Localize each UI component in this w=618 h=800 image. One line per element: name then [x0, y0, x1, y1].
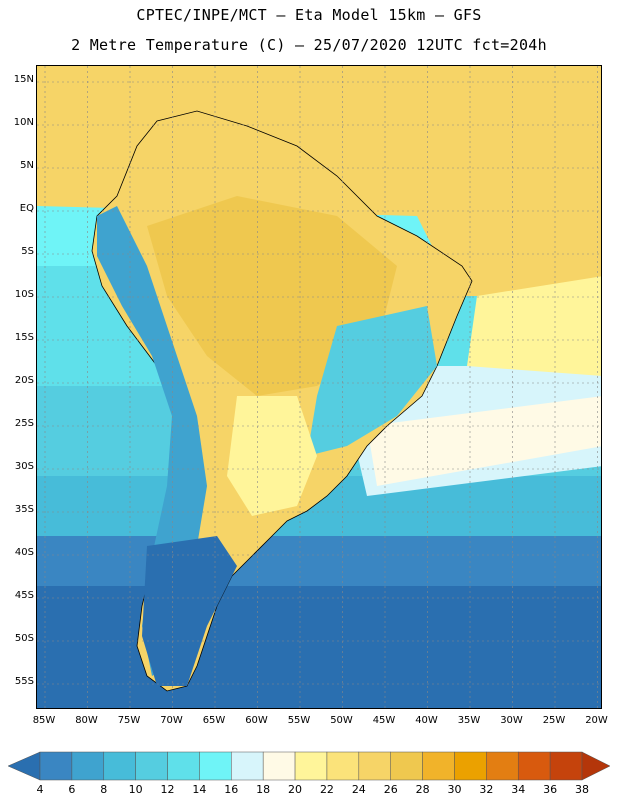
- longitude-tick-label: 70W: [160, 715, 183, 726]
- colorbar-swatch: [390, 751, 423, 781]
- ocean-band: [367, 396, 601, 486]
- colorbar-level-label: 20: [288, 783, 303, 796]
- colorbar-level-label: 10: [128, 783, 143, 796]
- colorbar-level-label: 24: [351, 783, 366, 796]
- colorbar-swatch: [71, 751, 105, 781]
- longitude-tick-label: 75W: [117, 715, 141, 726]
- map-title: CPTEC/INPE/MCT – Eta Model 15km – GFS: [136, 6, 482, 24]
- map-panel[interactable]: [36, 65, 602, 709]
- colorbar-swatch: [422, 751, 455, 781]
- latitude-tick-label: 10S: [14, 289, 34, 300]
- longitude-tick-label: 60W: [245, 715, 268, 726]
- colorbar-level-label: 22: [319, 783, 334, 796]
- colorbar-level-label: 36: [543, 783, 558, 796]
- map-subtitle: 2 Metre Temperature (C) – 25/07/2020 12U…: [71, 36, 547, 54]
- latitude-tick-label: 10N: [13, 117, 34, 128]
- colorbar-level-label: 4: [36, 783, 44, 796]
- latitude-tick-label: 15S: [14, 332, 34, 343]
- latitude-tick-label: 55S: [14, 676, 34, 687]
- longitude-tick-label: 50W: [330, 715, 353, 726]
- longitude-tick-label: 40W: [415, 715, 438, 726]
- colorbar: [7, 751, 611, 781]
- colorbar-level-label: 6: [68, 783, 76, 796]
- colorbar-level-label: 12: [160, 783, 175, 796]
- colorbar-level-label: 28: [415, 783, 430, 796]
- colorbar-swatch: [454, 751, 487, 781]
- longitude-tick-label: 85W: [32, 715, 56, 726]
- longitude-tick-label: 25W: [542, 715, 566, 726]
- colorbar-swatch: [326, 751, 360, 781]
- longitude-tick-label: 20W: [585, 715, 608, 726]
- colorbar-level-label: 32: [479, 783, 494, 796]
- latitude-tick-label: 50S: [14, 633, 34, 644]
- colorbar-level-label: 18: [256, 783, 271, 796]
- colorbar-swatch: [294, 751, 328, 781]
- latitude-tick-label: 40S: [14, 547, 34, 558]
- longitude-tick-label: 30W: [500, 715, 523, 726]
- graticule: [37, 66, 601, 708]
- latitude-tick-label: 5N: [20, 160, 34, 171]
- longitude-tick-label: 65W: [202, 715, 226, 726]
- colorbar-swatch: [262, 751, 296, 781]
- colorbar-level-label: 14: [192, 783, 207, 796]
- colorbar-swatch: [135, 751, 168, 781]
- latitude-tick-label: 15N: [13, 74, 34, 85]
- colorbar-swatch: [358, 751, 391, 781]
- longitude-tick-label: 80W: [75, 715, 98, 726]
- latitude-tick-label: 20S: [14, 375, 34, 386]
- longitude-tick-label: 55W: [287, 715, 311, 726]
- pale-zone: [227, 396, 317, 516]
- latitude-tick-label: 45S: [14, 590, 34, 601]
- colorbar-level-label: 8: [100, 783, 108, 796]
- latitude-tick-label: 30S: [14, 461, 34, 472]
- colorbar-swatch: [167, 751, 200, 781]
- temperature-map[interactable]: [37, 66, 602, 709]
- latitude-tick-label: EQ: [19, 203, 34, 214]
- colorbar-level-label: 30: [447, 783, 462, 796]
- colorbar-level-label: 26: [383, 783, 398, 796]
- colorbar-level-label: 16: [224, 783, 239, 796]
- colorbar-swatch: [39, 751, 73, 781]
- colorbar-swatch: [199, 751, 232, 781]
- colorbar-low-arrow: [7, 751, 41, 781]
- patagonia-cold: [142, 536, 237, 686]
- colorbar-high-arrow: [581, 751, 611, 781]
- longitude-tick-label: 45W: [372, 715, 396, 726]
- cool-southeast-zone: [307, 306, 437, 456]
- latitude-tick-label: 25S: [14, 418, 34, 429]
- colorbar-level-label: 34: [511, 783, 526, 796]
- latitude-tick-label: 35S: [14, 504, 34, 515]
- colorbar-swatch: [231, 751, 264, 781]
- longitude-tick-label: 35W: [457, 715, 481, 726]
- ocean-warm-band: [467, 276, 601, 376]
- colorbar-swatch: [103, 751, 136, 781]
- latitude-tick-label: 5S: [21, 246, 34, 257]
- colorbar-level-label: 38: [575, 783, 589, 796]
- colorbar-swatch: [517, 751, 551, 781]
- colorbar-swatch: [486, 751, 519, 781]
- colorbar-swatch: [549, 751, 583, 781]
